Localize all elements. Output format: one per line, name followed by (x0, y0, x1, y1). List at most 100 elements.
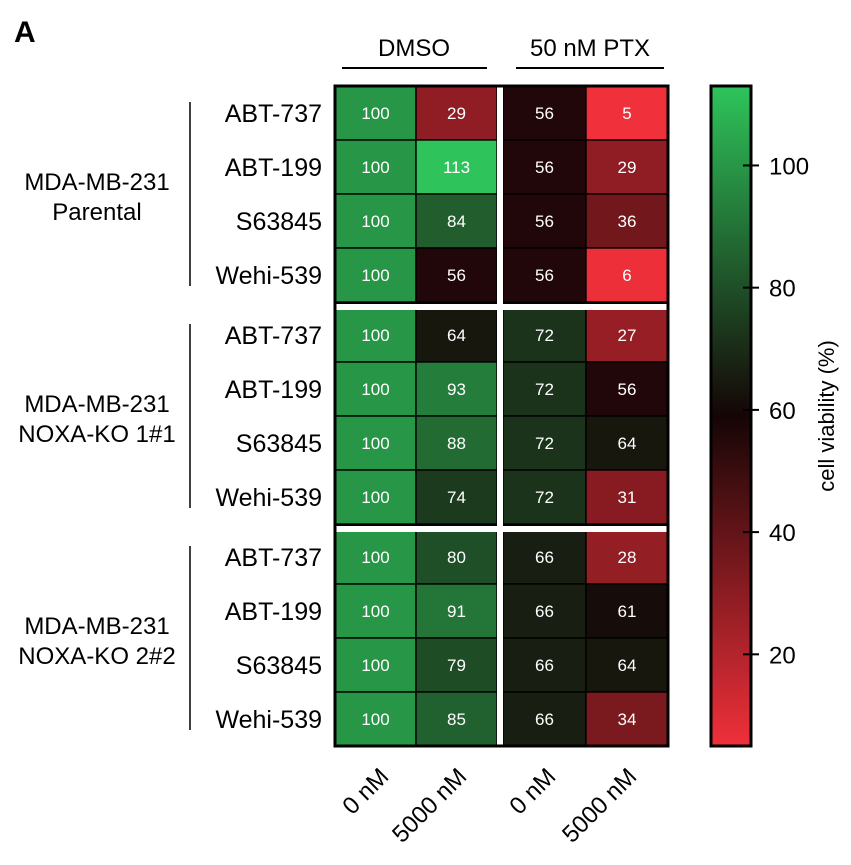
colorbar: 20 40 60 80 100 cell viability (%) (709, 84, 839, 748)
column-label: 5000 nM (557, 763, 642, 848)
column-label: 0 nM (504, 763, 561, 820)
cell-value-label: 36 (618, 212, 637, 231)
group-labels: MDA-MB-231 Parental MDA-MB-231 NOXA-KO 1#1 M… (18, 102, 191, 730)
heatmap-cell (415, 469, 498, 525)
treatment-header: 50 nM PTX (530, 35, 650, 62)
cell-value-label: 72 (535, 326, 554, 345)
row-label: Wehi-539 (215, 262, 322, 290)
cell-value-label: 6 (622, 266, 631, 285)
cell-value-label: 113 (443, 158, 470, 177)
heatmap-cell (502, 415, 587, 471)
cell-value-label: 66 (535, 602, 554, 621)
cell-value-label: 93 (447, 380, 466, 399)
heatmap-cell (334, 637, 417, 693)
heatmap-cell (502, 193, 587, 249)
cell-value-label: 100 (361, 212, 389, 231)
group-label: MDA-MB-231 (24, 391, 169, 418)
cell-value-label: 34 (618, 710, 637, 729)
group-label: NOXA-KO 2#2 (18, 643, 175, 670)
cell-value-label: 100 (361, 488, 389, 507)
cell-value-label: 27 (618, 326, 637, 345)
cell-value-label: 29 (447, 104, 466, 123)
row-label: ABT-199 (225, 376, 322, 404)
row-label: Wehi-539 (215, 706, 322, 734)
colorbar-label: cell viability (%) (814, 340, 839, 492)
heatmap-cell (415, 583, 498, 639)
cell-value-label: 72 (535, 488, 554, 507)
group-label: Parental (52, 199, 141, 226)
cell-value-label: 100 (361, 548, 389, 567)
cell-value-label: 56 (535, 212, 554, 231)
heatmap-cell (415, 637, 498, 693)
row-label: ABT-737 (225, 100, 322, 128)
column-label: 0 nM (337, 763, 394, 820)
cell-value-label: 56 (535, 158, 554, 177)
row-label: ABT-199 (225, 154, 322, 182)
heatmap-cell (585, 307, 669, 363)
treatment-separator (497, 84, 503, 748)
heatmap-cell (415, 691, 498, 747)
cell-value-label: 100 (361, 710, 389, 729)
cell-value-label: 66 (535, 548, 554, 567)
row-label: Wehi-539 (215, 484, 322, 512)
cell-value-label: 64 (618, 656, 637, 675)
heatmap-cell (334, 361, 417, 417)
cell-value-label: 84 (447, 212, 466, 231)
cell-value-label: 29 (618, 158, 637, 177)
row-label: S63845 (236, 652, 322, 680)
panel-label: A (14, 16, 36, 49)
cell-value-label: 100 (361, 158, 389, 177)
colorbar-gradient (709, 84, 753, 748)
colorbar-tick-label: 100 (769, 153, 809, 180)
cell-value-label: 91 (447, 602, 466, 621)
cell-value-label: 56 (535, 266, 554, 285)
heatmap-cell (415, 307, 498, 363)
cell-value-label: 66 (535, 710, 554, 729)
cell-value-label: 28 (618, 548, 637, 567)
cell-value-label: 56 (535, 104, 554, 123)
row-label: ABT-737 (225, 544, 322, 572)
colorbar-tick-label: 40 (769, 520, 796, 547)
cell-value-label: 100 (361, 266, 389, 285)
heatmap-cell (334, 247, 417, 303)
cell-value-label: 72 (535, 434, 554, 453)
group-label: MDA-MB-231 (24, 169, 169, 196)
cell-value-label: 64 (618, 434, 637, 453)
cell-value-label: 100 (361, 326, 389, 345)
treatment-header: DMSO (378, 35, 450, 62)
heatmap-border (333, 84, 670, 748)
heatmap-cell (415, 361, 498, 417)
cell-value-label: 100 (361, 380, 389, 399)
heatmap-cell (334, 85, 417, 141)
heatmap-cell (502, 307, 587, 363)
cell-value-label: 85 (447, 710, 466, 729)
cell-value-label: 5 (622, 104, 631, 123)
group-label: NOXA-KO 1#1 (18, 421, 175, 448)
colorbar-tick-label: 80 (769, 276, 796, 303)
heatmap-cell (502, 529, 587, 585)
row-label: ABT-199 (225, 598, 322, 626)
heatmap-cell (502, 691, 587, 747)
row-label: ABT-737 (225, 322, 322, 350)
cell-value-label: 66 (535, 656, 554, 675)
column-label: 5000 nM (387, 763, 472, 848)
colorbar-tick-label: 60 (769, 398, 796, 425)
cell-value-label: 88 (447, 434, 466, 453)
row-label: S63845 (236, 208, 322, 236)
heatmap-cell (585, 247, 669, 303)
colorbar-tick-label: 20 (769, 642, 796, 669)
heatmap-grid: 100 29 56 5 100 113 56 29 100 84 56 36 100 56 56 6 100 64… (333, 84, 670, 748)
cell-value-label: 72 (535, 380, 554, 399)
group-label: MDA-MB-231 (24, 613, 169, 640)
cell-value-label: 74 (447, 488, 466, 507)
cell-value-label: 56 (618, 380, 637, 399)
cell-value-label: 100 (361, 656, 389, 675)
heatmap-cell (334, 193, 417, 249)
heatmap-cell (585, 637, 669, 693)
heatmap-cell (585, 415, 669, 471)
cell-value-label: 79 (447, 656, 466, 675)
heatmap-cell (334, 691, 417, 747)
cell-value-label: 100 (361, 104, 389, 123)
heatmap-cell (585, 691, 669, 747)
